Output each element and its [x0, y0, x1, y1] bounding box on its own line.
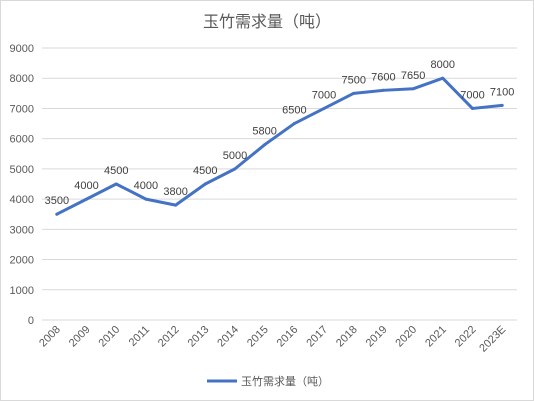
- y-tick-label: 0: [28, 315, 34, 327]
- legend: 玉竹需求量（吨）: [207, 374, 329, 388]
- x-tick-label: 2012: [156, 324, 182, 350]
- data-label: 4000: [74, 180, 98, 192]
- data-label: 4500: [193, 165, 217, 177]
- data-label: 4500: [104, 165, 128, 177]
- data-point: [500, 103, 504, 107]
- data-label: 7100: [490, 86, 514, 98]
- gridlines: [42, 47, 517, 321]
- y-axis: 0 1000 2000 3000 4000 5000 6000 7000 8000 9000: [10, 43, 34, 327]
- data-label: 5000: [223, 150, 247, 162]
- data-label: 7000: [312, 89, 336, 101]
- x-axis: 2008 2009 2010 2011 2012 2013 2014 2015 2016 2017…: [37, 324, 508, 355]
- data-point: [441, 76, 445, 80]
- x-tick-label: 2021: [423, 324, 449, 350]
- data-point: [322, 106, 326, 110]
- x-tick-label: 2008: [37, 324, 63, 350]
- data-point: [411, 87, 415, 91]
- x-tick-label: 2023E: [477, 324, 508, 355]
- y-tick-label: 9000: [10, 43, 34, 55]
- data-label: 3800: [163, 186, 187, 198]
- data-label: 3500: [45, 195, 69, 207]
- x-tick-label: 2011: [127, 324, 152, 349]
- x-tick-label: 2020: [393, 324, 419, 350]
- data-point: [263, 143, 267, 147]
- data-label: 7600: [371, 71, 395, 83]
- y-tick-label: 3000: [10, 224, 34, 236]
- data-point: [470, 106, 474, 110]
- y-tick-label: 4000: [10, 194, 34, 206]
- data-label: 8000: [431, 59, 455, 71]
- x-tick-label: 2009: [67, 324, 93, 350]
- x-tick-label: 2019: [364, 324, 390, 350]
- x-tick-label: 2015: [245, 324, 271, 350]
- data-point: [55, 212, 59, 216]
- data-point: [203, 182, 207, 186]
- data-label: 4000: [134, 180, 158, 192]
- data-labels: 3500 4000 4500 4000 3800 4500 5000 5800 6500 7000…: [45, 59, 515, 207]
- y-tick-label: 6000: [10, 134, 34, 146]
- y-tick-label: 5000: [10, 164, 34, 176]
- data-label: 7650: [401, 70, 425, 82]
- chart-title: 玉竹需求量（吨）: [203, 12, 331, 31]
- y-tick-label: 8000: [10, 73, 34, 85]
- data-label: 7000: [460, 89, 484, 101]
- y-tick-label: 7000: [10, 103, 34, 115]
- x-tick-label: 2013: [186, 324, 212, 350]
- data-point: [144, 197, 148, 201]
- data-label: 6500: [282, 105, 306, 117]
- x-tick-label: 2016: [275, 324, 301, 350]
- legend-label: 玉竹需求量（吨）: [241, 374, 329, 388]
- x-tick-label: 2022: [453, 324, 479, 350]
- data-label: 5800: [252, 126, 276, 138]
- data-point: [381, 88, 385, 92]
- data-point: [292, 122, 296, 126]
- data-point: [114, 182, 118, 186]
- x-tick-label: 2018: [334, 324, 360, 350]
- x-tick-label: 2017: [304, 324, 330, 350]
- plot-area: [55, 76, 504, 216]
- data-point: [233, 167, 237, 171]
- y-tick-label: 2000: [10, 255, 34, 267]
- data-point: [174, 203, 178, 207]
- data-label: 7500: [341, 74, 365, 86]
- x-tick-label: 2010: [97, 324, 123, 350]
- y-tick-label: 1000: [10, 285, 34, 297]
- data-point: [352, 91, 356, 95]
- x-tick-label: 2014: [215, 324, 241, 350]
- series-line: [55, 76, 504, 216]
- data-point: [85, 197, 89, 201]
